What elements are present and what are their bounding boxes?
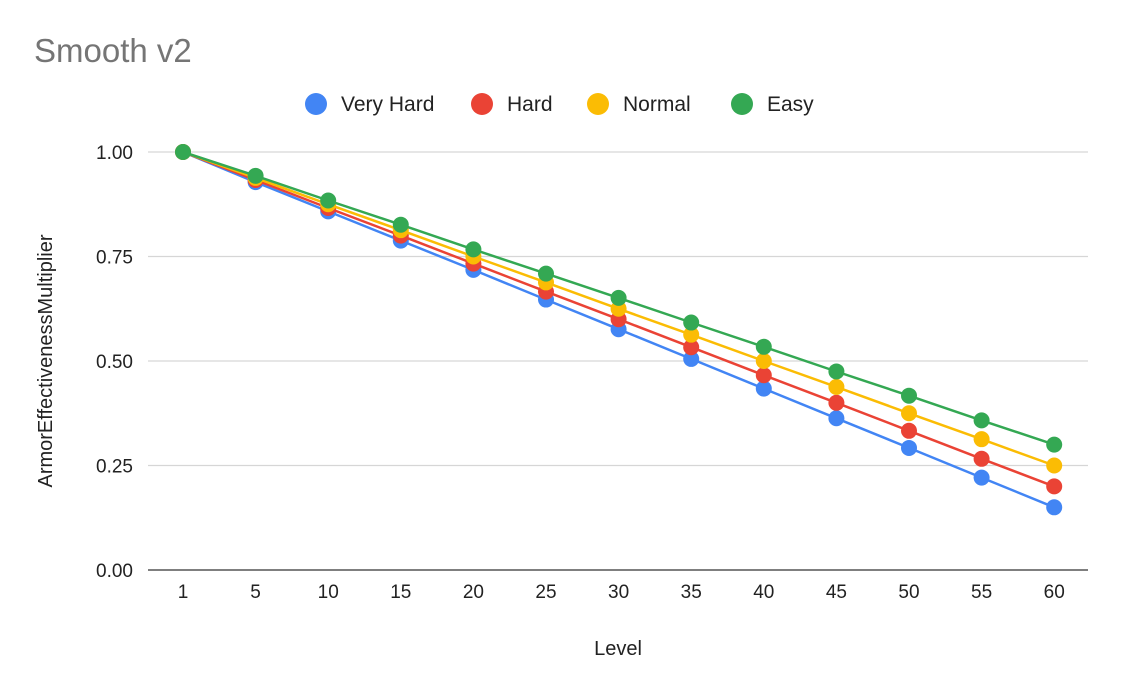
data-point[interactable] <box>392 216 409 233</box>
data-point[interactable] <box>1046 478 1063 495</box>
x-tick-label: 50 <box>898 582 919 603</box>
gridlines <box>148 151 1088 571</box>
x-tick-label: 1 <box>178 582 189 603</box>
series-easy <box>175 144 1063 453</box>
x-axis-ticks: 1 5 10 15 20 25 30 35 40 45 50 55 60 <box>178 582 1065 603</box>
legend: Very Hard Hard Normal Easy <box>305 93 814 116</box>
legend-item[interactable]: Hard <box>471 93 553 116</box>
y-tick-label: 0.75 <box>96 248 133 269</box>
data-point[interactable] <box>901 405 917 422</box>
data-point[interactable] <box>755 380 772 397</box>
data-point[interactable] <box>1046 499 1063 516</box>
data-point[interactable] <box>683 326 700 343</box>
legend-label: Easy <box>767 93 814 116</box>
data-point[interactable] <box>973 431 990 448</box>
legend-label: Normal <box>623 93 691 116</box>
y-tick-label: 0.50 <box>96 352 133 373</box>
data-point[interactable] <box>828 410 845 427</box>
legend-item[interactable]: Normal <box>587 93 691 116</box>
x-tick-label: 20 <box>463 582 484 603</box>
series-group <box>175 144 1063 516</box>
data-point[interactable] <box>828 378 845 395</box>
data-point[interactable] <box>247 167 264 184</box>
data-point[interactable] <box>320 192 337 209</box>
data-point[interactable] <box>973 469 990 486</box>
x-tick-label: 55 <box>971 582 992 603</box>
legend-item[interactable]: Easy <box>731 93 814 116</box>
data-point[interactable] <box>1046 457 1063 474</box>
data-point[interactable] <box>901 439 917 456</box>
data-point[interactable] <box>683 350 700 367</box>
legend-item[interactable]: Very Hard <box>305 93 434 116</box>
y-tick-label: 0.25 <box>96 457 133 478</box>
data-point[interactable] <box>828 394 845 411</box>
legend-label: Very Hard <box>341 93 434 116</box>
y-axis-ticks: 0.00 0.25 0.50 0.75 1.00 <box>96 143 133 582</box>
data-point[interactable] <box>973 450 990 467</box>
data-point[interactable] <box>1046 436 1063 453</box>
data-point[interactable] <box>901 387 917 404</box>
x-tick-label: 15 <box>390 582 411 603</box>
x-tick-label: 35 <box>681 582 702 603</box>
data-point[interactable] <box>683 314 700 331</box>
x-tick-label: 25 <box>535 582 556 603</box>
data-point[interactable] <box>901 422 917 439</box>
legend-marker <box>731 93 753 115</box>
data-point[interactable] <box>610 289 627 306</box>
x-axis-label: Level <box>594 638 642 660</box>
legend-marker <box>471 93 493 115</box>
data-point[interactable] <box>175 144 191 160</box>
y-tick-label: 0.00 <box>96 561 133 582</box>
data-point[interactable] <box>683 339 700 356</box>
x-tick-label: 5 <box>250 582 261 603</box>
y-axis-label: ArmorEffectivenessMultiplier <box>35 234 57 487</box>
data-point[interactable] <box>755 367 772 384</box>
x-tick-label: 10 <box>318 582 339 603</box>
legend-marker <box>587 93 609 115</box>
data-point[interactable] <box>538 265 554 282</box>
x-tick-label: 30 <box>608 582 629 603</box>
chart-title: Smooth v2 <box>34 32 192 69</box>
y-tick-label: 1.00 <box>96 143 133 164</box>
data-point[interactable] <box>755 353 772 369</box>
legend-marker <box>305 93 327 115</box>
x-tick-label: 45 <box>826 582 847 603</box>
data-point[interactable] <box>973 412 990 429</box>
x-tick-label: 60 <box>1044 582 1065 603</box>
data-point[interactable] <box>828 363 845 380</box>
x-tick-label: 40 <box>753 582 774 603</box>
data-point[interactable] <box>755 338 772 355</box>
legend-label: Hard <box>507 93 553 116</box>
data-point[interactable] <box>465 241 482 258</box>
